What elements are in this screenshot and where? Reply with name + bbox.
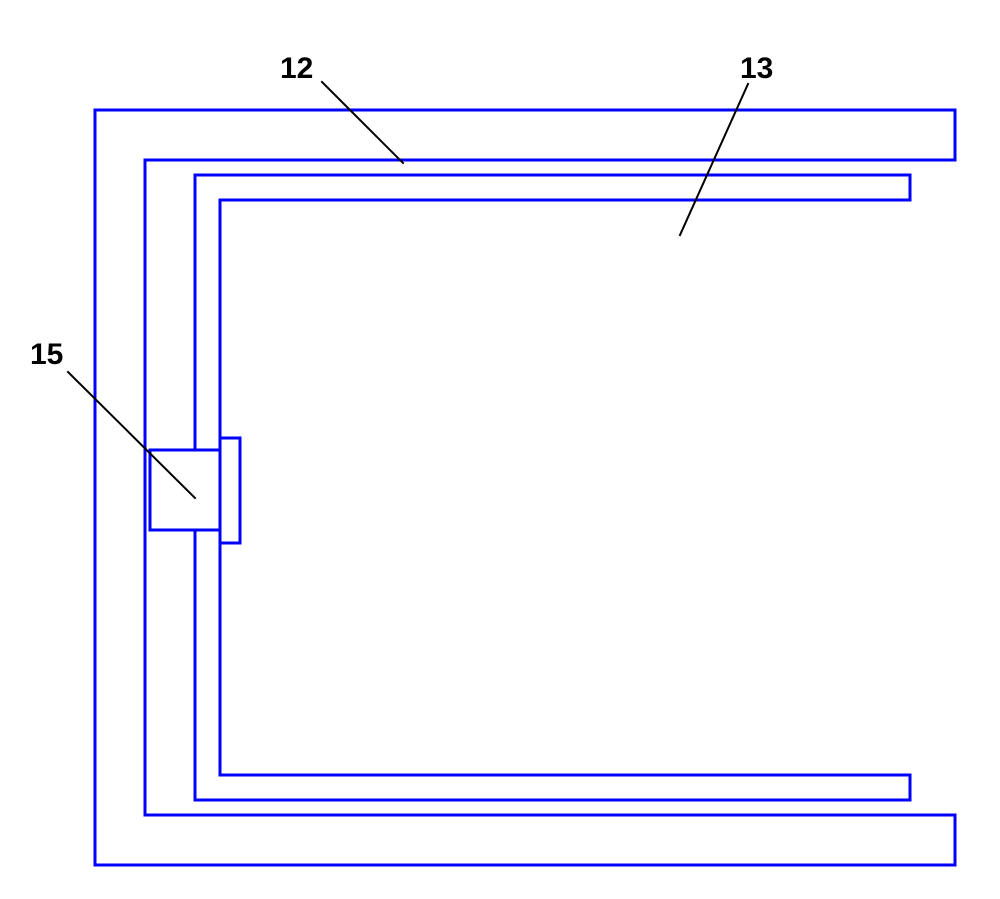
diagram-svg: [0, 0, 1000, 899]
